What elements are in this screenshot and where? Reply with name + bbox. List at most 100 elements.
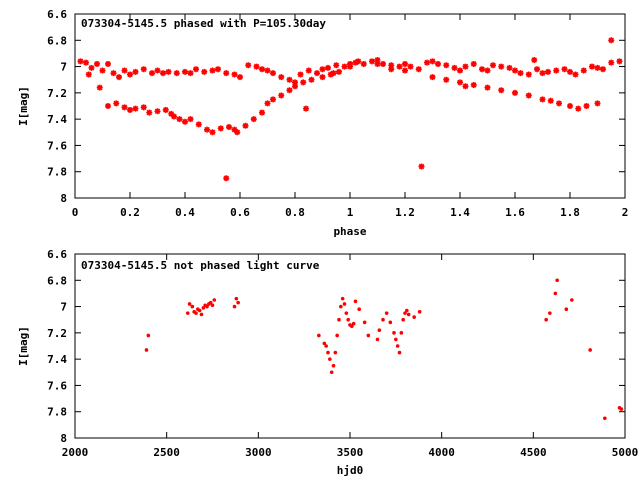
data-point (259, 109, 265, 116)
data-point (319, 66, 326, 73)
data-point (544, 317, 548, 322)
data-point (292, 83, 298, 90)
x-tick-label: 1.2 (395, 206, 415, 219)
data-point (242, 122, 249, 129)
data-point (94, 60, 100, 67)
data-point (176, 116, 183, 123)
data-point (223, 175, 230, 182)
data-point (525, 92, 532, 99)
data-point (209, 67, 216, 74)
data-point (327, 71, 334, 78)
data-point (525, 71, 532, 78)
y-axis-label: I[mag] (17, 86, 30, 126)
data-point (187, 70, 194, 77)
x-axis-label: phase (333, 225, 366, 238)
data-point (270, 96, 276, 103)
data-point (512, 89, 518, 96)
data-point (187, 302, 192, 306)
data-point (415, 66, 422, 73)
data-point (470, 60, 477, 67)
data-point (199, 312, 204, 317)
data-point (253, 63, 260, 70)
data-point (154, 108, 161, 115)
data-points (77, 37, 623, 182)
data-point (457, 67, 463, 74)
data-point (105, 60, 111, 67)
data-point (83, 59, 89, 66)
data-point (344, 311, 349, 315)
data-point (259, 66, 265, 73)
data-point (113, 100, 120, 107)
data-point (182, 118, 188, 125)
data-point (209, 129, 216, 136)
data-point (564, 307, 569, 312)
data-point (583, 103, 590, 109)
data-point (194, 311, 198, 315)
data-point (412, 315, 416, 319)
x-tick-label: 3500 (337, 446, 364, 459)
data-point (600, 66, 606, 73)
data-point (337, 317, 341, 322)
y-tick-label: 6.8 (47, 274, 67, 287)
unphased-light-curve-panel: 2000 2500 3000 3500 4000 4500 5000 6.6 6.8 7 7.2 7.… (17, 248, 638, 477)
y-tick-label: 7.2 (47, 327, 67, 340)
data-point (250, 116, 257, 123)
x-tick-label: 4000 (428, 446, 455, 459)
data-point (132, 68, 139, 75)
data-point (381, 317, 385, 322)
data-point (424, 59, 430, 66)
data-point (146, 333, 151, 338)
data-point (555, 278, 559, 283)
data-point (360, 60, 367, 67)
data-point (457, 79, 463, 86)
y-tick-label: 6.6 (47, 248, 67, 261)
data-point (417, 310, 422, 314)
data-point (547, 97, 554, 104)
data-point (264, 100, 271, 107)
data-point (105, 103, 111, 109)
data-point (403, 311, 407, 315)
y-tick-label: 7.8 (47, 166, 67, 179)
data-point (325, 64, 331, 71)
data-point (369, 58, 375, 65)
data-point (399, 331, 404, 335)
data-point (121, 67, 128, 74)
data-point (96, 84, 103, 91)
data-point (353, 299, 358, 304)
data-point (77, 58, 84, 65)
data-point (603, 416, 607, 421)
data-point (217, 125, 224, 132)
data-point (351, 321, 356, 326)
data-point (146, 109, 153, 116)
data-point (402, 60, 408, 67)
data-point (154, 67, 161, 74)
data-point (210, 303, 215, 308)
y-axis-label: I[mag] (17, 326, 30, 366)
data-point (308, 76, 315, 83)
data-point (204, 126, 210, 133)
data-point (553, 291, 558, 296)
data-point (388, 62, 395, 69)
data-point (331, 363, 336, 368)
data-point (205, 304, 209, 309)
data-point (173, 70, 180, 77)
data-point (300, 79, 307, 86)
data-point (212, 298, 217, 302)
data-point (572, 71, 579, 78)
data-point (539, 70, 546, 77)
data-point (498, 87, 505, 94)
plot-title: 073304-5145.5 not phased light curve (81, 259, 320, 272)
data-point (201, 68, 208, 75)
x-axis-label: hjd0 (337, 464, 364, 477)
data-point (341, 63, 348, 70)
data-point (195, 121, 202, 128)
data-point (99, 67, 106, 74)
data-point (140, 66, 147, 73)
x-tick-label: 4500 (520, 446, 547, 459)
x-tick-label: 1.6 (505, 206, 525, 219)
data-point (517, 70, 524, 77)
data-point (556, 100, 562, 107)
data-point (208, 300, 213, 305)
data-point (330, 70, 337, 77)
